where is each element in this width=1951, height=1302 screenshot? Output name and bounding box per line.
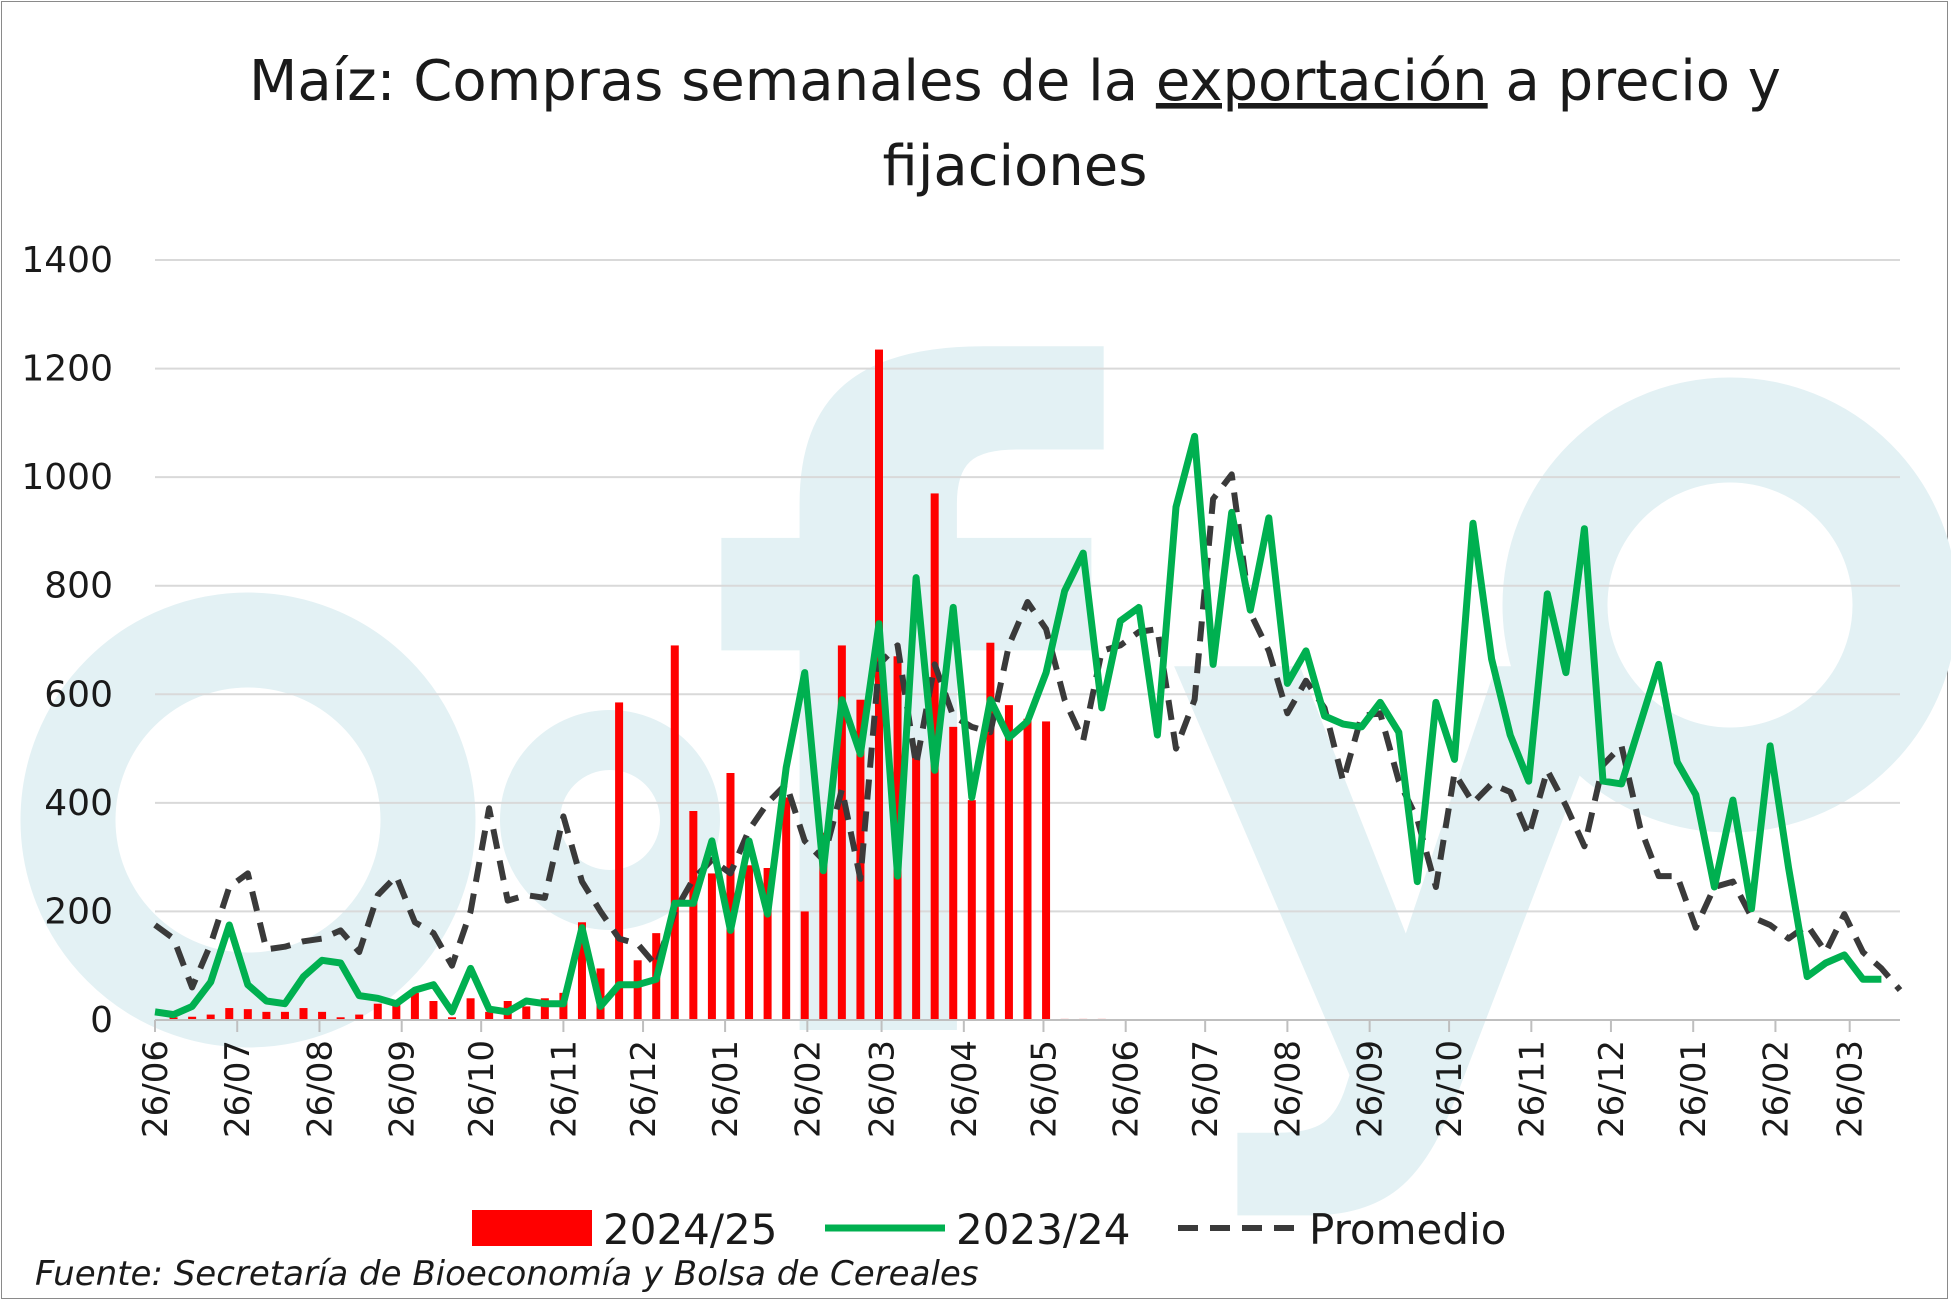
bar: [448, 1017, 457, 1020]
bar: [615, 702, 624, 1020]
series-line-promedio: [153, 471, 1903, 993]
y-tick-label: 1400: [21, 240, 113, 281]
x-tick-label: 26/07: [1186, 1040, 1226, 1138]
x-tick-label: 26/12: [624, 1040, 664, 1138]
bar: [485, 1011, 494, 1020]
x-tick-label: 26/05: [1024, 1040, 1064, 1138]
bar: [707, 873, 716, 1020]
bar: [763, 868, 772, 1020]
bar: [819, 832, 828, 1020]
series-line-2023-24: [154, 432, 1882, 1019]
x-tick-label: 26/06: [136, 1040, 176, 1138]
x-tick-label: 26/02: [788, 1040, 828, 1138]
legend-label-2023-24: 2023/24: [956, 1205, 1130, 1254]
bar: [243, 1009, 252, 1020]
x-tick-label: 26/06: [1107, 1040, 1147, 1138]
legend-swatch-2024-25: [472, 1210, 592, 1246]
x-tick-label: 26/01: [1674, 1040, 1714, 1138]
bar: [280, 1011, 289, 1020]
bar: [633, 960, 642, 1020]
bar: [967, 800, 976, 1020]
y-tick-label: 1200: [21, 349, 113, 390]
bar: [355, 1014, 364, 1020]
x-tick-label: 26/11: [544, 1040, 584, 1138]
legend-label-2024-25: 2024/25: [603, 1205, 777, 1254]
y-tick-label: 200: [44, 891, 113, 932]
x-tick-label: 26/03: [863, 1040, 903, 1138]
legend-label-promedio: Promedio: [1309, 1205, 1506, 1254]
x-tick-label: 26/09: [1351, 1040, 1391, 1138]
y-tick-label: 600: [44, 674, 113, 715]
bar: [986, 642, 995, 1020]
x-tick-label: 26/10: [1430, 1040, 1470, 1138]
x-tick-label: 26/03: [1831, 1040, 1871, 1138]
bar: [225, 1008, 234, 1020]
bar: [800, 911, 809, 1020]
bar: [782, 797, 791, 1020]
bar: [410, 992, 419, 1020]
bar: [689, 811, 698, 1020]
bar: [745, 865, 754, 1020]
bar: [336, 1017, 345, 1020]
x-tick-label: 26/11: [1512, 1040, 1552, 1138]
bar: [206, 1014, 215, 1020]
series-lines: [153, 432, 1903, 1019]
chart-title-underlined: exportación: [1156, 49, 1488, 114]
x-axis: 26/06 26/07 26/08 26/09 26/10 26/11 26/12 26/01…: [136, 1019, 1900, 1138]
legend: 2024/25 2023/24 Promedio: [472, 1205, 1506, 1254]
source-note: Fuente: Secretaría de Bioeconomía y Bols…: [35, 1254, 979, 1294]
x-tick-label: 26/10: [462, 1040, 502, 1138]
chart-title-line2: fijaciones: [883, 134, 1148, 199]
bar: [577, 922, 586, 1020]
bar: [318, 1011, 327, 1020]
chart-title: Maíz: Compras semanales de la exportació…: [249, 49, 1781, 114]
x-tick-label: 26/02: [1756, 1040, 1796, 1138]
x-tick-label: 26/07: [218, 1040, 258, 1138]
x-tick-label: 26/01: [706, 1040, 746, 1138]
bar: [262, 1011, 271, 1020]
bar: [726, 773, 735, 1020]
x-tick-label: 26/08: [1268, 1040, 1308, 1138]
y-tick-label: 0: [90, 1000, 113, 1041]
bar: [373, 1003, 382, 1020]
bar: [188, 1016, 197, 1020]
bar: [429, 1001, 438, 1020]
bar: [837, 645, 846, 1020]
bar: [670, 645, 679, 1020]
bar: [949, 726, 958, 1020]
y-tick-label: 1000: [21, 457, 113, 498]
y-axis: 0 200 400 600 800 1000 1200 1400: [21, 240, 113, 1041]
bar: [1023, 718, 1032, 1020]
bar: [540, 998, 549, 1020]
bar: [299, 1008, 308, 1020]
bar: [1004, 705, 1013, 1020]
x-tick-label: 26/04: [945, 1040, 985, 1138]
x-tick-label: 26/09: [383, 1040, 423, 1138]
bar: [466, 998, 475, 1020]
y-tick-label: 400: [44, 783, 113, 824]
y-tick-label: 800: [44, 566, 113, 607]
x-tick-label: 26/08: [300, 1040, 340, 1138]
bar: [522, 1006, 531, 1020]
bar: [1042, 721, 1051, 1020]
bar: [392, 1001, 401, 1020]
bar: [912, 745, 921, 1020]
bar: [169, 1017, 178, 1020]
x-tick-label: 26/12: [1592, 1040, 1632, 1138]
